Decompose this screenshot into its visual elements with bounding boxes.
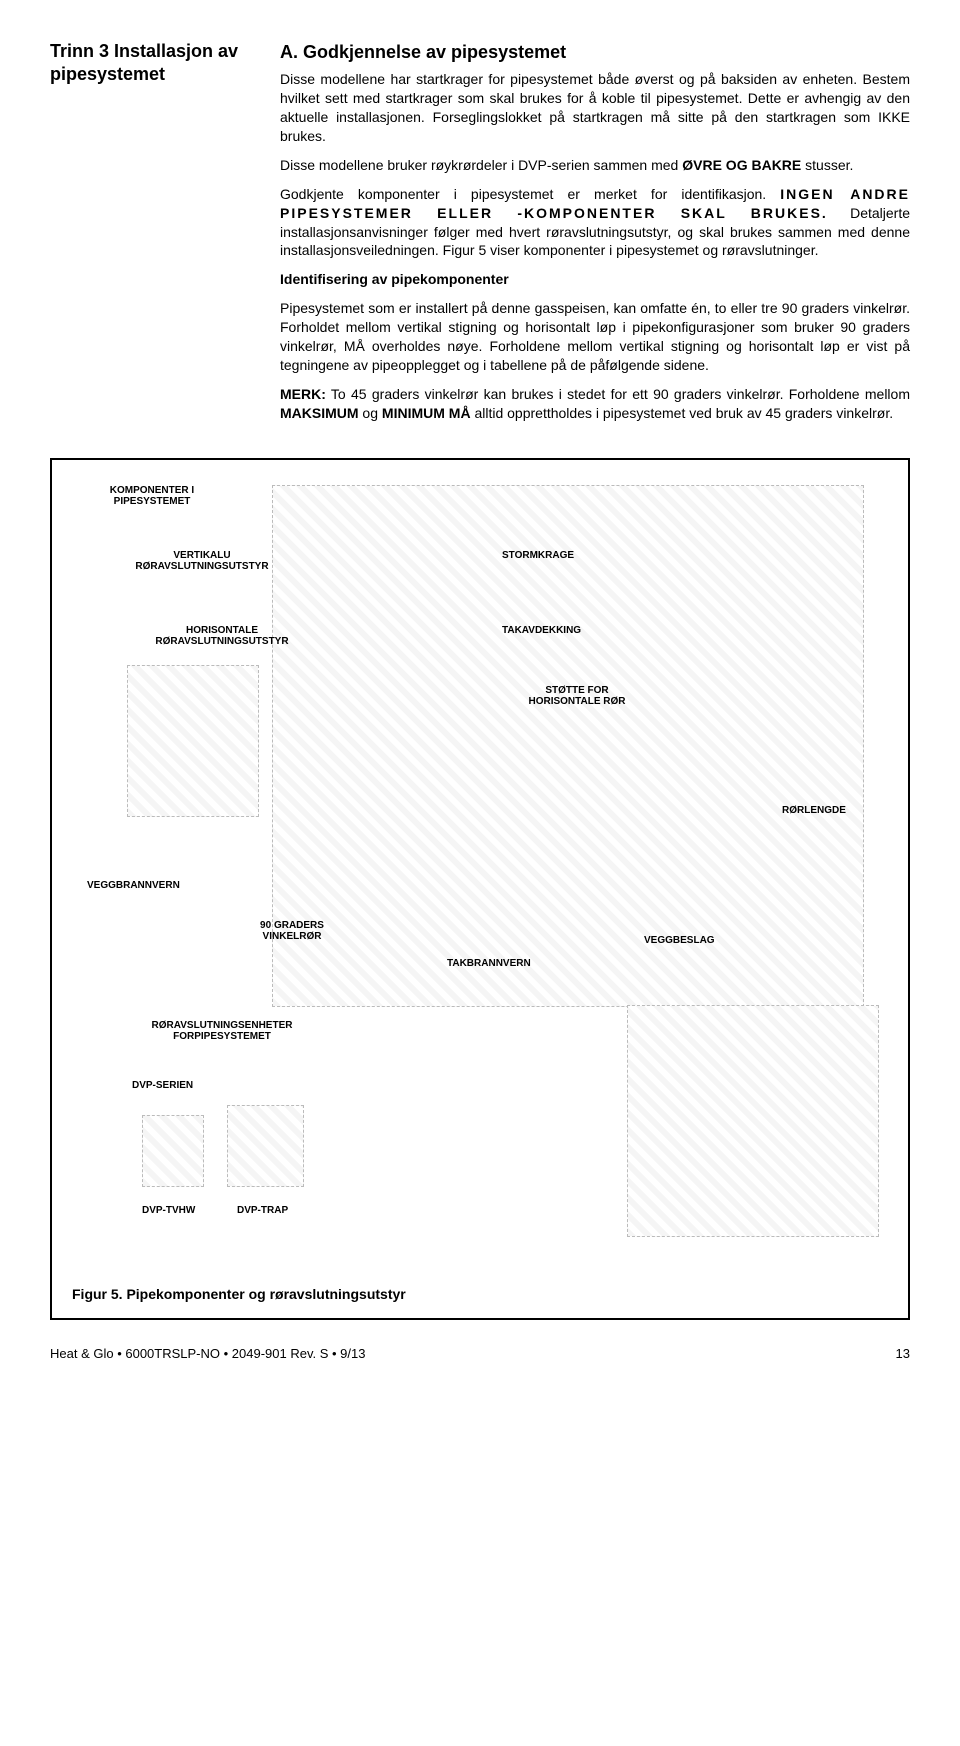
illustration-dvp-trap — [227, 1105, 304, 1187]
label-dvptrap: DVP-TRAP — [237, 1205, 288, 1216]
p6-b: To 45 graders vinkelrør kan brukes i ste… — [326, 386, 910, 402]
label-rorlengde: RØRLENGDE — [782, 805, 846, 816]
step-title: Trinn 3 Installasjon av pipesystemet — [50, 40, 260, 85]
footer-left: Heat & Glo • 6000TRSLP-NO • 2049-901 Rev… — [50, 1345, 365, 1363]
illustration-firebox — [627, 1005, 879, 1237]
subheading-identifisering: Identifisering av pipekomponenter — [280, 270, 910, 289]
illustration-main — [272, 485, 864, 1007]
label-90graders: 90 GRADERS VINKELRØR — [247, 920, 337, 942]
paragraph-5: Pipesystemet som er installert på denne … — [280, 299, 910, 375]
label-roravslutningsenheter: RØRAVSLUTNINGSENHETER FORPIPESYSTEMET — [137, 1020, 307, 1042]
label-takbrannvern: TAKBRANNVERN — [447, 958, 531, 969]
figure-area: KOMPONENTER I PIPESYSTEMET VERTIKALU RØR… — [72, 475, 888, 1275]
illustration-dvp-tvhw — [142, 1115, 204, 1187]
label-vertikalu: VERTIKALU RØRAVSLUTNINGSUTSTYR — [127, 550, 277, 572]
p6-merk: MERK: — [280, 386, 326, 402]
p2-text-c: stusser. — [801, 157, 853, 173]
p6-c: MAKSIMUM — [280, 405, 359, 421]
p2-text-b: ØVRE OG BAKRE — [682, 157, 801, 173]
paragraph-2: Disse modellene bruker røykrørdeler i DV… — [280, 156, 910, 175]
p3-text-a: Godkjente komponenter i pipesystemet er … — [280, 186, 780, 202]
paragraph-1: Disse modellene har startkrager for pipe… — [280, 70, 910, 146]
p6-f: alltid opprettholdes i pipesystemet ved … — [471, 405, 894, 421]
p6-e: MINIMUM MÅ — [382, 405, 471, 421]
figure-caption: Figur 5. Pipekomponenter og røravslutnin… — [72, 1285, 888, 1304]
footer-page-number: 13 — [896, 1345, 910, 1363]
section-heading: A. Godkjennelse av pipesystemet — [280, 40, 910, 64]
label-takavdekking: TAKAVDEKKING — [502, 625, 581, 636]
page-footer: Heat & Glo • 6000TRSLP-NO • 2049-901 Rev… — [50, 1345, 910, 1363]
label-stormkrage: STORMKRAGE — [502, 550, 574, 561]
label-komponenter: KOMPONENTER I PIPESYSTEMET — [92, 485, 212, 507]
label-veggbeslag: VEGGBESLAG — [644, 935, 715, 946]
figure-frame: KOMPONENTER I PIPESYSTEMET VERTIKALU RØR… — [50, 458, 910, 1321]
p2-text-a: Disse modellene bruker røykrørdeler i DV… — [280, 157, 682, 173]
label-veggbrannvern: VEGGBRANNVERN — [87, 880, 180, 891]
label-dvptvhw: DVP-TVHW — [142, 1205, 195, 1216]
label-stottefor: STØTTE FOR HORISONTALE RØR — [517, 685, 637, 707]
label-dvpserien: DVP-SERIEN — [132, 1080, 193, 1091]
p6-d: og — [359, 405, 382, 421]
paragraph-3: Godkjente komponenter i pipesystemet er … — [280, 185, 910, 261]
paragraph-6: MERK: To 45 graders vinkelrør kan brukes… — [280, 385, 910, 423]
label-horisontale: HORISONTALE RØRAVSLUTNINGSUTSTYR — [147, 625, 297, 647]
illustration-term-left — [127, 665, 259, 817]
